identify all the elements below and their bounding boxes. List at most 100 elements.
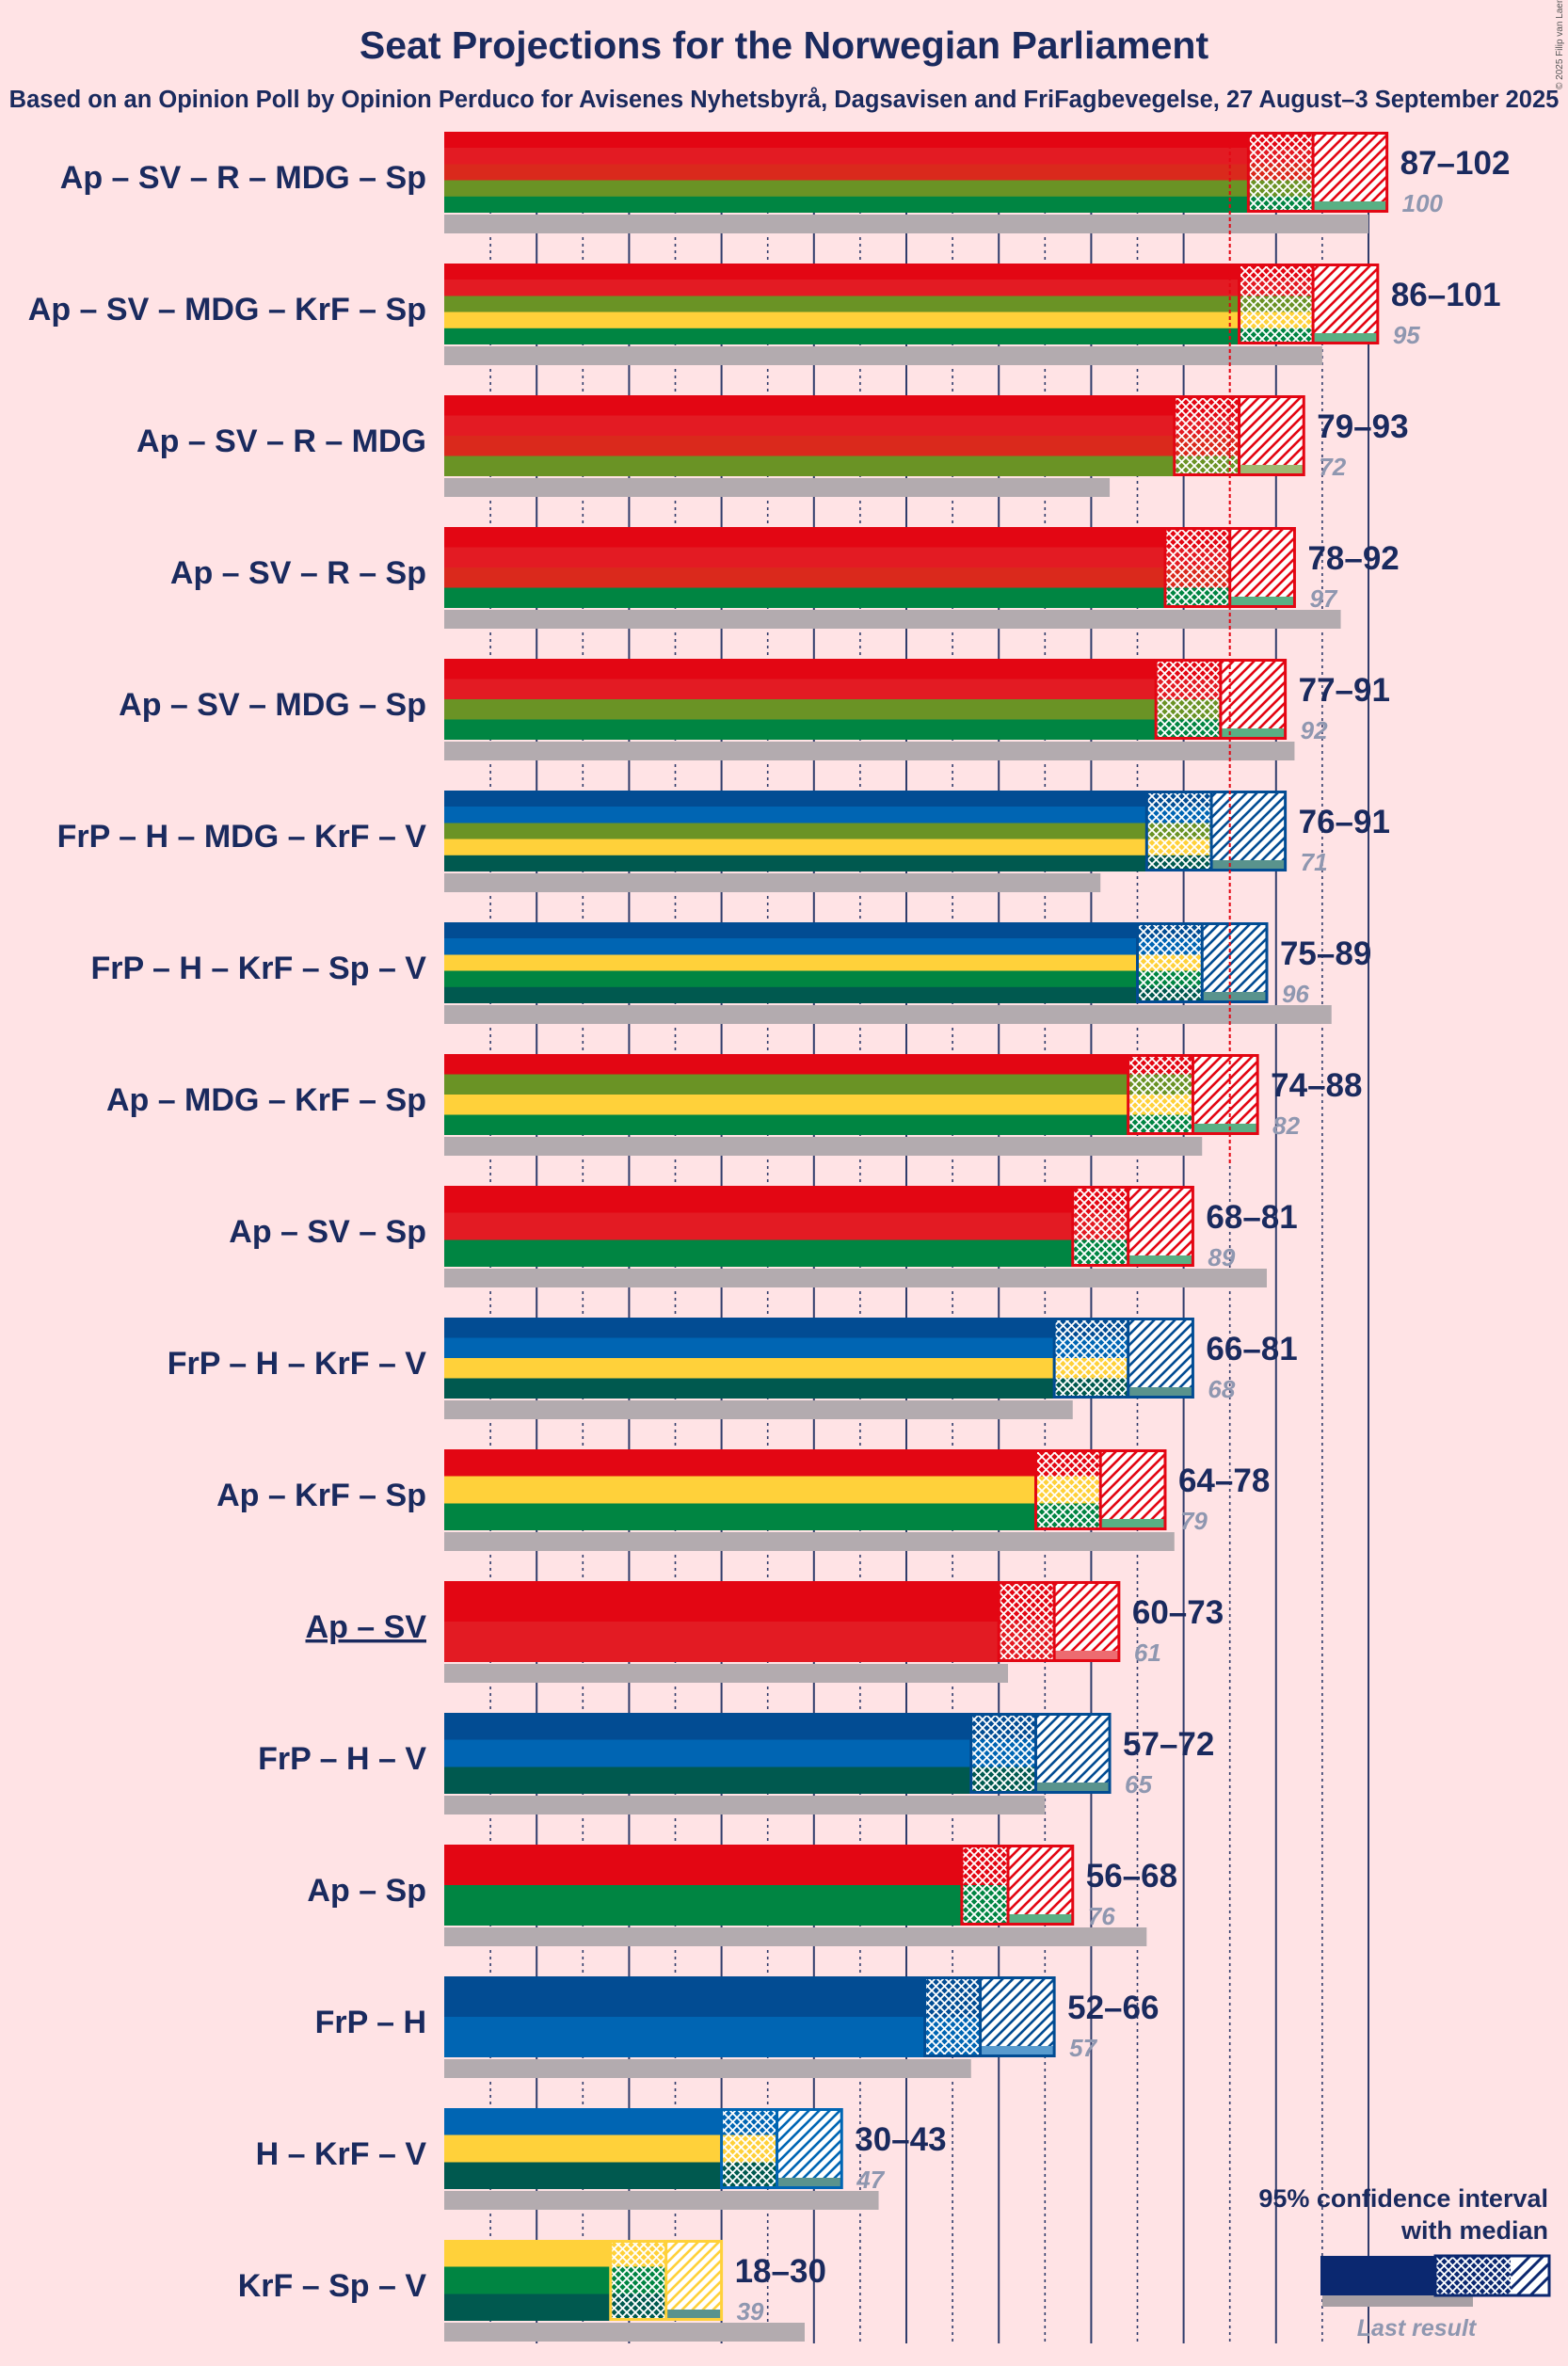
- range-label: 87–102: [1400, 145, 1511, 182]
- legend-crosshatch-pattern: [1435, 2256, 1511, 2295]
- last-result-bar: [444, 2191, 879, 2210]
- range-label: 86–101: [1391, 277, 1501, 313]
- legend-hatch-lines: [1509, 2254, 1551, 2297]
- range-label: 74–88: [1271, 1067, 1362, 1104]
- bar-solid: [444, 1845, 962, 1926]
- coalition-row: Ap – SV – R – Sp 78–92 97: [170, 527, 1400, 629]
- coalition-label: Ap – SV – R – Sp: [170, 555, 426, 591]
- bar-ci-upper: [776, 2108, 842, 2189]
- bar-solid: [444, 922, 1138, 1003]
- bar-ci-outline: [1052, 1318, 1194, 1399]
- chart-subtitle: Based on an Opinion Poll by Opinion Perd…: [9, 87, 1560, 113]
- last-result-label: 100: [1402, 189, 1444, 217]
- bar-ci-lower-pattern: [1035, 1449, 1101, 1530]
- credit: © 2025 Filip van Laenen: [1555, 0, 1565, 89]
- last-result-bar: [444, 215, 1368, 233]
- legend-box-outline: [1433, 2254, 1551, 2297]
- legend: 95% confidence interval with median Last…: [1258, 2184, 1551, 2342]
- last-result-label: 82: [1272, 1111, 1300, 1140]
- coalition-row: FrP – H – MDG – KrF – V 76–91 71: [57, 791, 1390, 892]
- bar-solid: [444, 1054, 1128, 1135]
- coalition-label: FrP – H – KrF – V: [168, 1346, 427, 1382]
- bar-ci-outline: [969, 1713, 1112, 1794]
- bar-ci-lower-pattern: [1054, 1318, 1128, 1399]
- range-label: 77–91: [1299, 672, 1390, 709]
- range-label: 18–30: [735, 2253, 826, 2290]
- last-result-bar: [444, 1532, 1175, 1551]
- coalition-label: Ap – MDG – KrF – Sp: [106, 1082, 426, 1118]
- bar-ci-lower-pattern: [1128, 1054, 1193, 1135]
- bar-ci-upper: [1211, 791, 1286, 871]
- bar-ci-outline: [960, 1845, 1075, 1926]
- range-label: 68–81: [1206, 1199, 1297, 1236]
- bar-solid: [444, 1318, 1055, 1399]
- last-result-label: 57: [1069, 2034, 1097, 2062]
- bar-ci-upper: [980, 1976, 1055, 2057]
- range-label: 79–93: [1317, 408, 1408, 445]
- coalition-row: Ap – SV – R – MDG – Sp 87–102 100: [60, 132, 1511, 233]
- bar-ci-upper: [1035, 1713, 1111, 1794]
- coalition-row: Ap – Sp 56–68 76: [307, 1845, 1177, 1946]
- coalition-row: Ap – SV 60–73 61: [306, 1581, 1224, 1683]
- last-result-label: 89: [1208, 1243, 1235, 1271]
- coalition-row: Ap – MDG – KrF – Sp 74–88 82: [106, 1054, 1362, 1156]
- coalition-row: FrP – H – KrF – Sp – V 75–89 96: [90, 922, 1371, 1024]
- legend-title-line1: 95% confidence interval: [1258, 2184, 1548, 2213]
- bar-ci-outline: [997, 1581, 1121, 1662]
- bar-ci-lower-pattern: [999, 1581, 1055, 1662]
- bar-ci-upper: [1239, 395, 1304, 476]
- coalition-row: Ap – SV – MDG – KrF – Sp 86–101 95: [28, 264, 1501, 365]
- coalition-label: Ap – SV: [306, 1609, 427, 1645]
- coalition-label: FrP – H – MDG – KrF – V: [57, 819, 427, 855]
- bar-ci-lower-pattern: [610, 2240, 666, 2321]
- range-label: 78–92: [1307, 540, 1399, 577]
- range-label: 64–78: [1178, 1463, 1270, 1499]
- bar-ci-lower-pattern: [1072, 1186, 1128, 1267]
- bar-solid: [444, 2240, 611, 2321]
- bar-ci-lower-pattern: [970, 1713, 1036, 1794]
- bar-solid: [444, 132, 1249, 213]
- coalition-label: FrP – H – V: [258, 1741, 426, 1777]
- bar-ci-lower-pattern: [1239, 264, 1314, 344]
- coalition-label: H – KrF – V: [256, 2136, 427, 2172]
- bar-ci-upper: [1054, 1581, 1119, 1662]
- bar-solid: [444, 1186, 1073, 1267]
- coalition-label: KrF – Sp – V: [238, 2268, 427, 2304]
- last-result-label: 68: [1208, 1375, 1235, 1403]
- last-result-bar: [444, 873, 1101, 892]
- legend-hatch-bg: [1511, 2256, 1549, 2295]
- bar-solid: [444, 1449, 1036, 1530]
- bar-ci-upper: [1128, 1318, 1193, 1399]
- bar-solid: [444, 791, 1147, 871]
- range-label: 66–81: [1206, 1331, 1297, 1367]
- last-result-label: 97: [1309, 584, 1337, 613]
- coalition-label: Ap – Sp: [307, 1873, 426, 1909]
- bar-ci-upper: [1220, 659, 1286, 740]
- bar-ci-lower-pattern: [1156, 659, 1221, 740]
- bar-ci-outline: [1144, 791, 1288, 871]
- last-result-bar: [444, 2323, 805, 2342]
- coalition-row: FrP – H – KrF – V 66–81 68: [168, 1318, 1298, 1419]
- coalition-row: Ap – SV – Sp 68–81 89: [229, 1186, 1298, 1287]
- bar-ci-outline: [1071, 1186, 1194, 1267]
- bar-ci-lower-pattern: [924, 1976, 981, 2057]
- last-result-label: 39: [737, 2297, 764, 2326]
- bar-ci-upper: [1313, 264, 1378, 344]
- range-label: 76–91: [1299, 804, 1390, 840]
- coalition-row: Ap – SV – R – MDG 79–93 72: [136, 395, 1409, 497]
- bar-ci-lower-pattern: [961, 1845, 1009, 1926]
- coalition-label: FrP – H: [315, 2005, 426, 2040]
- coalition-label: Ap – KrF – Sp: [216, 1478, 426, 1513]
- last-result-bar: [444, 742, 1295, 760]
- bar-ci-outline: [1238, 264, 1380, 344]
- coalition-label: Ap – SV – Sp: [229, 1214, 426, 1250]
- bar-ci-lower-pattern: [1174, 395, 1240, 476]
- coalition-label: Ap – SV – MDG – Sp: [119, 687, 426, 723]
- last-result-bar: [444, 478, 1111, 497]
- last-result-bar: [444, 610, 1341, 629]
- bar-solid: [444, 527, 1165, 608]
- legend-title-line2: with median: [1400, 2216, 1548, 2245]
- bar-ci-upper: [1100, 1449, 1165, 1530]
- last-result-label: 65: [1125, 1770, 1152, 1798]
